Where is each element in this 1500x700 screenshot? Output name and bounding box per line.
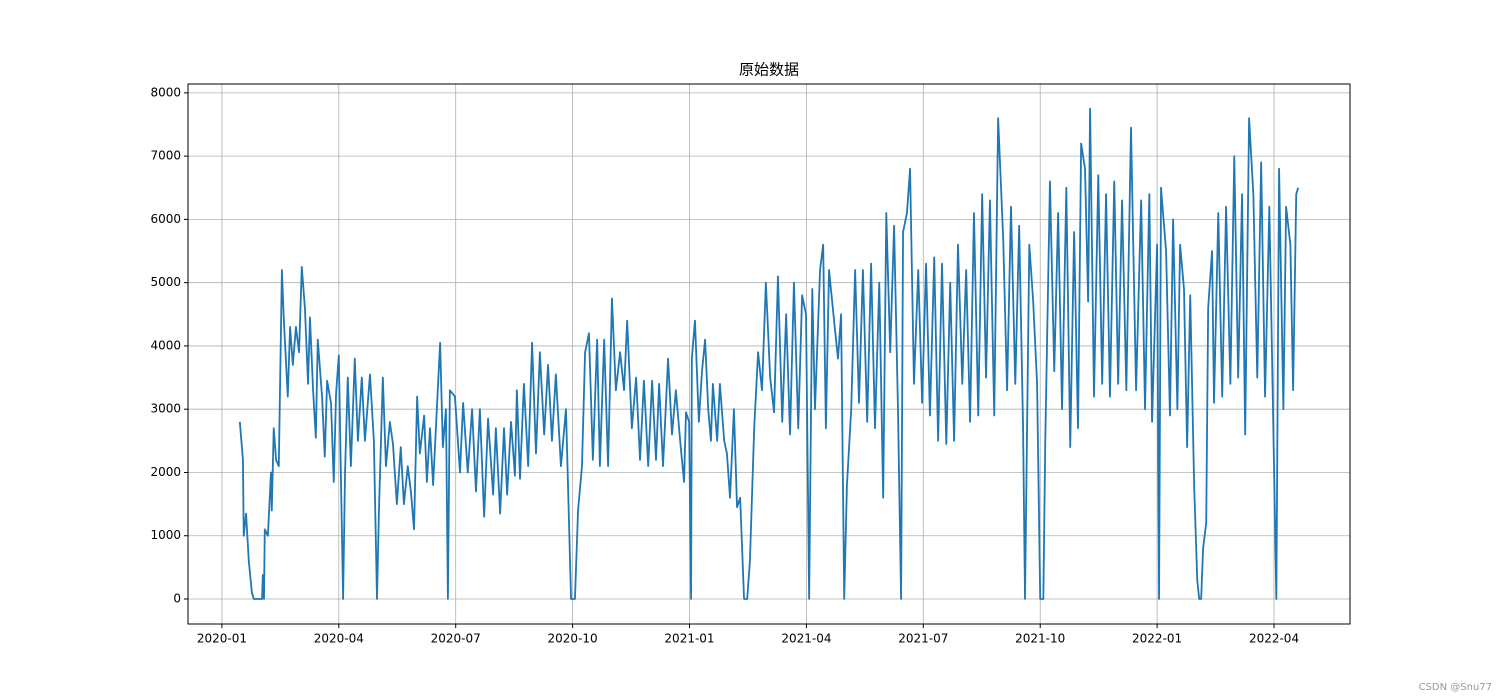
- watermark: CSDN @Snu77: [1419, 682, 1492, 693]
- x-tick-label: 2021-07: [898, 632, 948, 646]
- plot-frame: [187, 83, 1351, 625]
- x-tick-label: 2020-01: [197, 632, 247, 646]
- y-tick-label: 0: [173, 592, 181, 606]
- x-tick-label: 2021-01: [664, 632, 714, 646]
- y-tick-label: 4000: [150, 338, 181, 352]
- y-tick-label: 6000: [150, 212, 181, 226]
- y-tick-label: 5000: [150, 275, 181, 289]
- x-tick-label: 2021-04: [781, 632, 831, 646]
- y-tick-label: 8000: [150, 85, 181, 99]
- y-tick-label: 7000: [150, 149, 181, 163]
- x-tick-label: 2022-01: [1132, 632, 1182, 646]
- y-tick-label: 1000: [150, 528, 181, 542]
- x-tick-label: 2020-10: [548, 632, 598, 646]
- chart-title: 原始数据: [739, 61, 799, 79]
- data-line: [238, 107, 1300, 600]
- x-tick-label: 2022-04: [1249, 632, 1299, 646]
- x-tick-label: 2021-10: [1015, 632, 1065, 646]
- y-tick-label: 3000: [150, 402, 181, 416]
- x-tick-label: 2020-07: [431, 632, 481, 646]
- y-tick-label: 2000: [150, 465, 181, 479]
- x-tick-label: 2020-04: [314, 632, 364, 646]
